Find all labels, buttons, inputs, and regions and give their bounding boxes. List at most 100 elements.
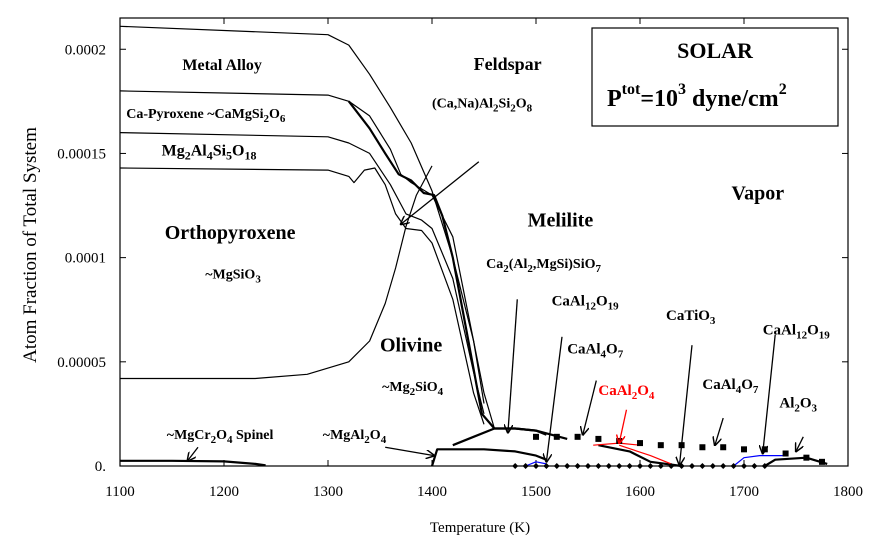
annotation-arrow <box>715 417 724 445</box>
curve-c3 <box>119 132 485 415</box>
title-box: SOLAR Ptot=103 dyne/cm2 <box>591 27 839 127</box>
square-marker <box>637 440 643 447</box>
x-tick-label: 1600 <box>625 484 655 500</box>
x-tick-label: 1500 <box>521 484 551 500</box>
diamond-marker <box>553 463 560 469</box>
y-tick-label: 0.00015 <box>57 146 106 162</box>
diamond-marker <box>616 463 623 469</box>
annotation-arrow <box>763 334 776 454</box>
square-marker <box>553 433 560 440</box>
diamond-marker <box>533 463 539 469</box>
region-label: Ca2(Al2,MgSi)SiO7 <box>486 257 601 275</box>
region-label: CaAl12O19 <box>763 323 831 342</box>
diamond-marker <box>720 463 727 469</box>
diamond-marker <box>657 463 664 469</box>
square-marker <box>595 435 602 442</box>
region-label: ~MgSiO3 <box>205 267 261 285</box>
diamond-marker <box>647 463 654 469</box>
region-label: Ca-Pyroxene ~CaMgSi2O6 <box>126 107 286 125</box>
title-eq: =10 <box>640 86 678 112</box>
annotation-arrow <box>619 409 628 443</box>
y-axis-label: Atom Fraction of Total System <box>20 127 41 363</box>
region-label: Metal Alloy <box>182 57 262 74</box>
region-label: CaAl4O7 <box>702 377 759 396</box>
diamond-marker <box>689 463 695 469</box>
annotation-arrow <box>508 299 518 432</box>
y-tick-label: 0.0001 <box>65 251 106 267</box>
diamond-marker <box>709 463 716 469</box>
diamond-marker <box>699 463 706 469</box>
title-unit: dyne/cm <box>686 86 779 112</box>
region-label: CaAl2O4 <box>598 383 655 402</box>
square-marker <box>699 444 706 451</box>
title-sup-3: 3 <box>678 81 686 98</box>
square-marker <box>782 450 789 457</box>
square-marker <box>741 446 747 453</box>
region-label: CaTiO3 <box>666 308 716 327</box>
annotation-arrow <box>546 336 563 462</box>
x-axis-label: Temperature (K) <box>430 520 530 536</box>
y-tick-label: 0.00005 <box>57 355 106 371</box>
diamond-marker <box>668 463 675 469</box>
diamond-marker <box>741 463 747 469</box>
svg-text:SOLAR: SOLAR <box>677 38 754 63</box>
annotation-arrow <box>796 436 804 452</box>
curve-c4 <box>119 167 485 425</box>
annotation-arrow <box>188 446 199 461</box>
plot-frame <box>119 17 849 467</box>
region-label: (Ca,Na)Al2Si2O8 <box>432 97 533 115</box>
title-sup-tot: tot <box>622 81 641 98</box>
plot-axes: 1100 1200 1300 1400 1500 1600 1700 1800 0. 0.0000… <box>57 17 863 500</box>
diamond-marker <box>543 463 550 469</box>
region-label: ~Mg2SiO4 <box>382 380 444 398</box>
diamond-marker <box>751 463 758 469</box>
curve-blue2 <box>733 455 786 467</box>
diamond-marker <box>605 463 612 469</box>
y-tick-label: 0.0002 <box>65 42 106 58</box>
diamond-marker <box>637 463 643 469</box>
curve-red2 <box>619 444 672 465</box>
annotation-arrow <box>385 446 434 455</box>
x-tick-label: 1800 <box>833 484 863 500</box>
annotation-arrow <box>583 380 597 435</box>
diamond-marker <box>626 463 633 469</box>
region-label: Orthopyroxene <box>165 222 296 244</box>
region-label: Olivine <box>380 334 442 356</box>
curve-c2 <box>119 90 485 404</box>
region-label: CaAl4O7 <box>567 341 624 360</box>
curve-spinel <box>120 459 266 467</box>
region-label: Melilite <box>528 209 594 231</box>
diamond-marker <box>564 463 571 469</box>
region-label: Al2O3 <box>779 396 817 415</box>
diamond-marker <box>595 463 602 469</box>
title-sup-2: 2 <box>779 81 787 98</box>
region-label: CaAl12O19 <box>552 294 620 313</box>
annotation-arrow <box>680 345 693 465</box>
diamond-marker <box>512 463 519 469</box>
square-marker <box>533 433 539 440</box>
annotation-arrows <box>188 161 804 465</box>
region-label: ~MgAl2O4 <box>323 428 387 446</box>
diamond-marker <box>761 463 768 469</box>
title-p: P <box>607 86 622 112</box>
x-tick-label: 1400 <box>417 484 447 500</box>
square-marker <box>574 433 581 440</box>
diamond-marker <box>522 463 529 469</box>
region-label: ~MgCr2O4 Spinel <box>167 428 274 446</box>
region-label: Vapor <box>732 182 785 204</box>
diamond-marker <box>585 463 591 469</box>
region-label: Mg2Al4Si5O18 <box>162 143 257 163</box>
diamond-marker <box>574 463 581 469</box>
square-marker <box>657 442 664 449</box>
x-tick-label: 1700 <box>729 484 759 500</box>
curve-cat-lower <box>598 444 682 468</box>
x-tick-label: 1300 <box>313 484 343 500</box>
diamond-marker <box>730 463 737 469</box>
y-tick-label: 0. <box>95 459 106 475</box>
x-tick-label: 1100 <box>105 484 134 500</box>
region-labels: Metal Alloy Feldspar (Ca,Na)Al2Si2O8 Ca-Pyr… <box>126 54 830 446</box>
curve-spinel-2 <box>430 448 547 467</box>
square-marker <box>720 444 727 451</box>
region-label: Feldspar <box>474 54 542 74</box>
